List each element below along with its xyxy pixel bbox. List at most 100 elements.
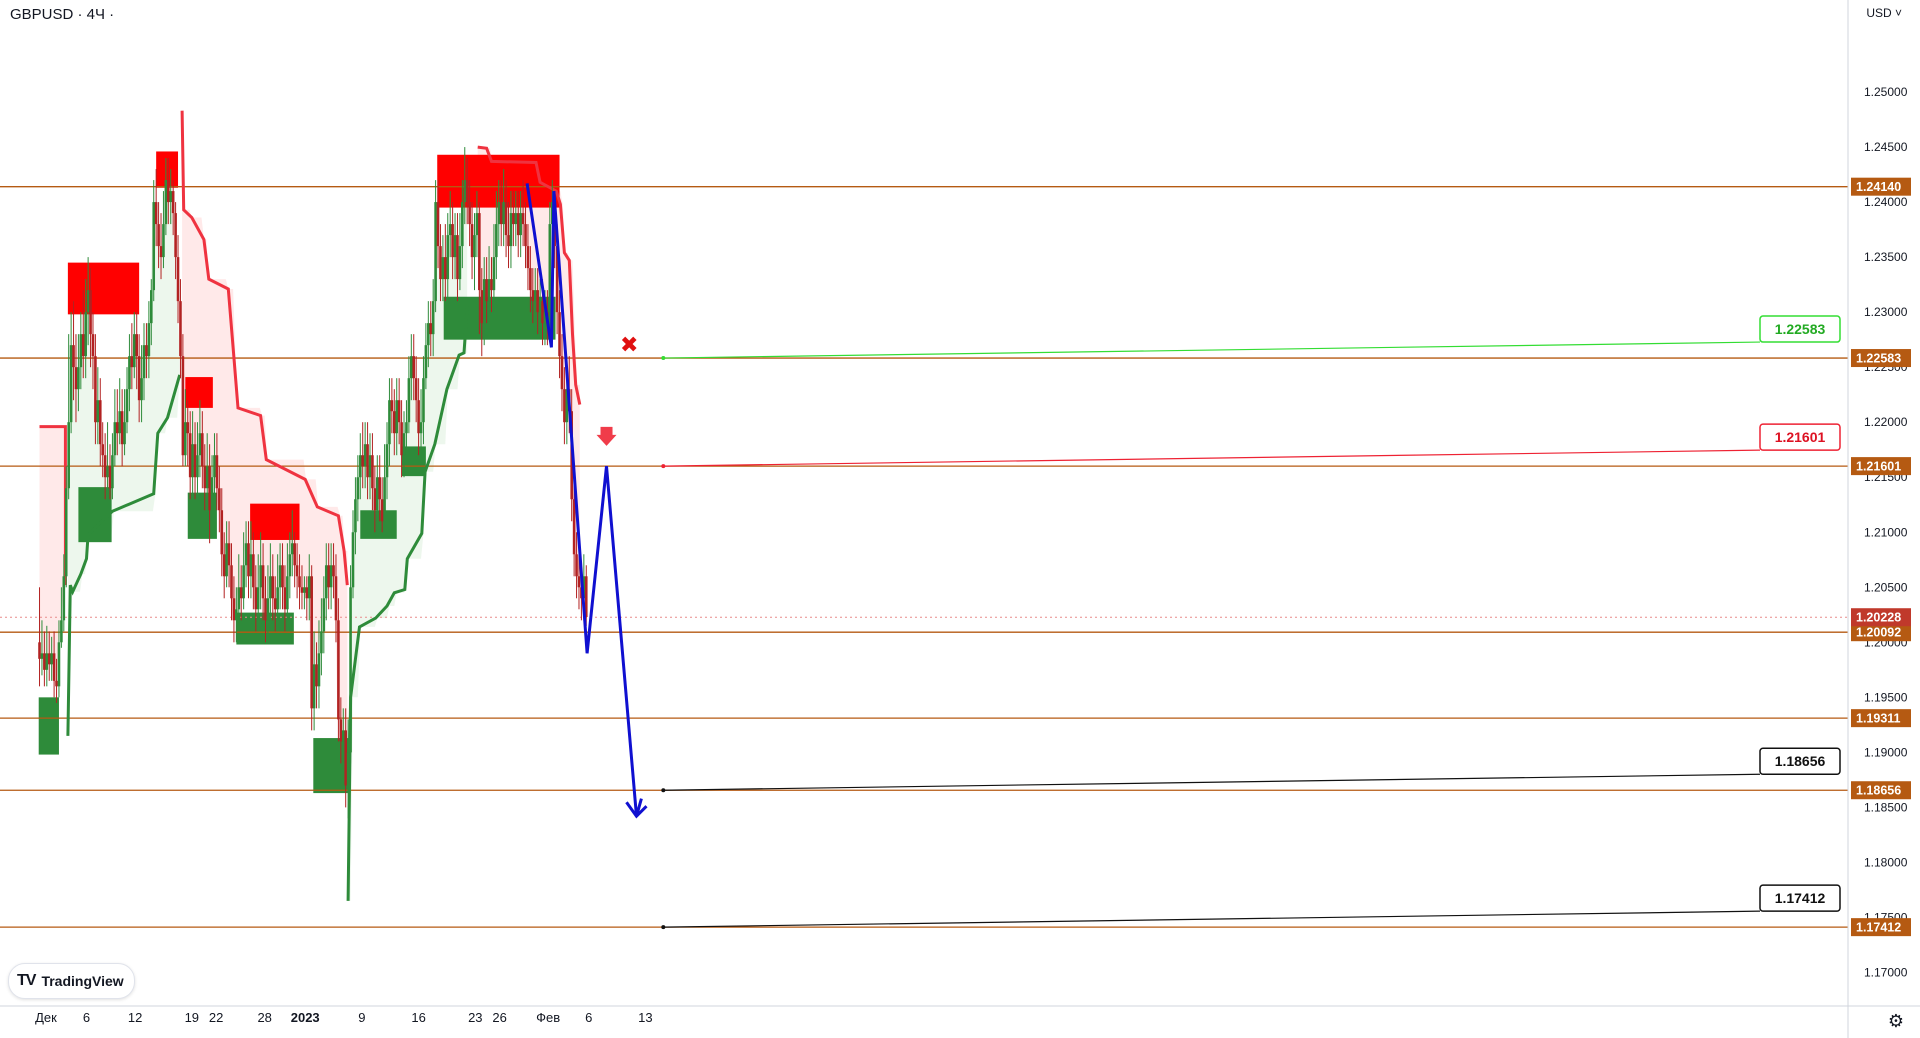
candle-down (115, 422, 119, 434)
candle-up (45, 653, 49, 670)
candle-up (57, 642, 61, 687)
candle-up (113, 422, 117, 456)
candle-down (188, 433, 192, 478)
price-tag (1851, 709, 1911, 728)
supertrend-line-green (346, 306, 469, 901)
price-tag-label: 1.24140 (1856, 180, 1901, 194)
price-tag (1851, 918, 1911, 937)
price-tag (1851, 781, 1911, 800)
symbol-title[interactable]: GBPUSD · 4Ч · (10, 6, 115, 23)
candle-up (312, 664, 316, 709)
candle-down (74, 367, 78, 390)
candle-up (538, 301, 542, 313)
candle-up (349, 587, 352, 753)
candle-up (322, 598, 326, 632)
candle-down (247, 543, 250, 577)
price-tick-label: 1.18000 (1864, 855, 1908, 869)
candle-up (140, 378, 143, 401)
candle-up (162, 224, 165, 258)
arrow-down-icon (596, 426, 617, 446)
candle-up (368, 455, 372, 478)
demand-zone (401, 446, 426, 477)
candle-down (417, 400, 420, 434)
price-axis[interactable]: 1.25000 1.24500 1.24000 1.23500 1.23000 1.225… (1847, 0, 1911, 1038)
candle-down (470, 224, 474, 258)
candle-down (337, 620, 340, 720)
candle-down (436, 202, 440, 247)
price-tag (1851, 349, 1911, 368)
candle-up (169, 191, 173, 203)
candle-up (235, 609, 238, 621)
candle-down (295, 565, 299, 577)
candle-down (371, 455, 374, 489)
supertrend-line-red (180, 110, 349, 586)
candle-down (281, 565, 284, 588)
candle-down (47, 653, 51, 665)
candle-down (300, 587, 304, 593)
currency-selector[interactable]: USD ˅ (1866, 6, 1902, 20)
candle-up (256, 587, 260, 610)
candle-up (453, 235, 457, 258)
candle-up (213, 455, 216, 478)
candle-down (555, 246, 559, 313)
candle-up (375, 477, 379, 511)
candle-up (448, 224, 452, 236)
projection-layer (525, 183, 648, 819)
candle-up (424, 345, 428, 379)
candle-up (405, 422, 408, 434)
candle-up (269, 576, 272, 599)
candle-down (232, 598, 236, 621)
time-tick-label: 12 (128, 1010, 142, 1025)
candle-down (499, 202, 503, 225)
candle-down (504, 202, 508, 236)
candle-up (67, 422, 70, 489)
candle-up (278, 565, 282, 588)
gear-icon[interactable]: ⚙ (1887, 1011, 1904, 1031)
time-axis[interactable]: Дек 6 12 19 22 28 2023 9 16 23 26 Фев 6 13 (0, 1005, 1920, 1025)
candle-down (239, 587, 243, 599)
candle-down (264, 598, 267, 621)
tradingview-logo[interactable]: TV TradingView (8, 963, 135, 999)
supertrend-line-green (66, 374, 182, 736)
candle-down (154, 202, 158, 225)
candle-down (254, 587, 258, 610)
price-tick-label: 1.19500 (1864, 690, 1908, 704)
price-tick-label: 1.21000 (1864, 525, 1908, 539)
candle-down (334, 576, 338, 621)
candle-down (72, 345, 75, 368)
candle-down (94, 356, 97, 423)
candle-up (497, 202, 501, 225)
time-tick-label: 2023 (291, 1010, 320, 1025)
price-tick-label: 1.24000 (1864, 195, 1908, 209)
time-tick-label: 19 (185, 1010, 199, 1025)
candle-up (434, 202, 437, 302)
candle-down (220, 510, 224, 555)
candle-up (249, 554, 253, 577)
candle-down (230, 565, 233, 599)
candle-up (329, 565, 333, 588)
candle-down (203, 466, 207, 489)
callout-label: 1.21601 (1775, 429, 1826, 445)
candle-up (210, 477, 214, 511)
candle-up (191, 444, 194, 478)
candle-down (480, 290, 484, 324)
candle-down (536, 290, 539, 313)
trend-line-layer (39, 110, 582, 901)
candle-down (283, 587, 287, 610)
candle-down (120, 411, 124, 445)
candle-up (118, 411, 122, 434)
candle-up (358, 455, 362, 478)
price-tag-label: 1.21601 (1856, 460, 1901, 474)
price-tag (1851, 608, 1911, 627)
price-tick-label: 1.20500 (1864, 580, 1908, 594)
candle-up (495, 224, 498, 258)
callout-leader (663, 449, 1761, 467)
demand-zone (313, 738, 351, 794)
time-tick-label: 28 (257, 1010, 271, 1025)
callout-anchor (661, 925, 666, 930)
candle-up (388, 400, 391, 445)
candle-up (244, 543, 248, 566)
candle-up (519, 213, 522, 236)
candle-down (512, 213, 515, 225)
